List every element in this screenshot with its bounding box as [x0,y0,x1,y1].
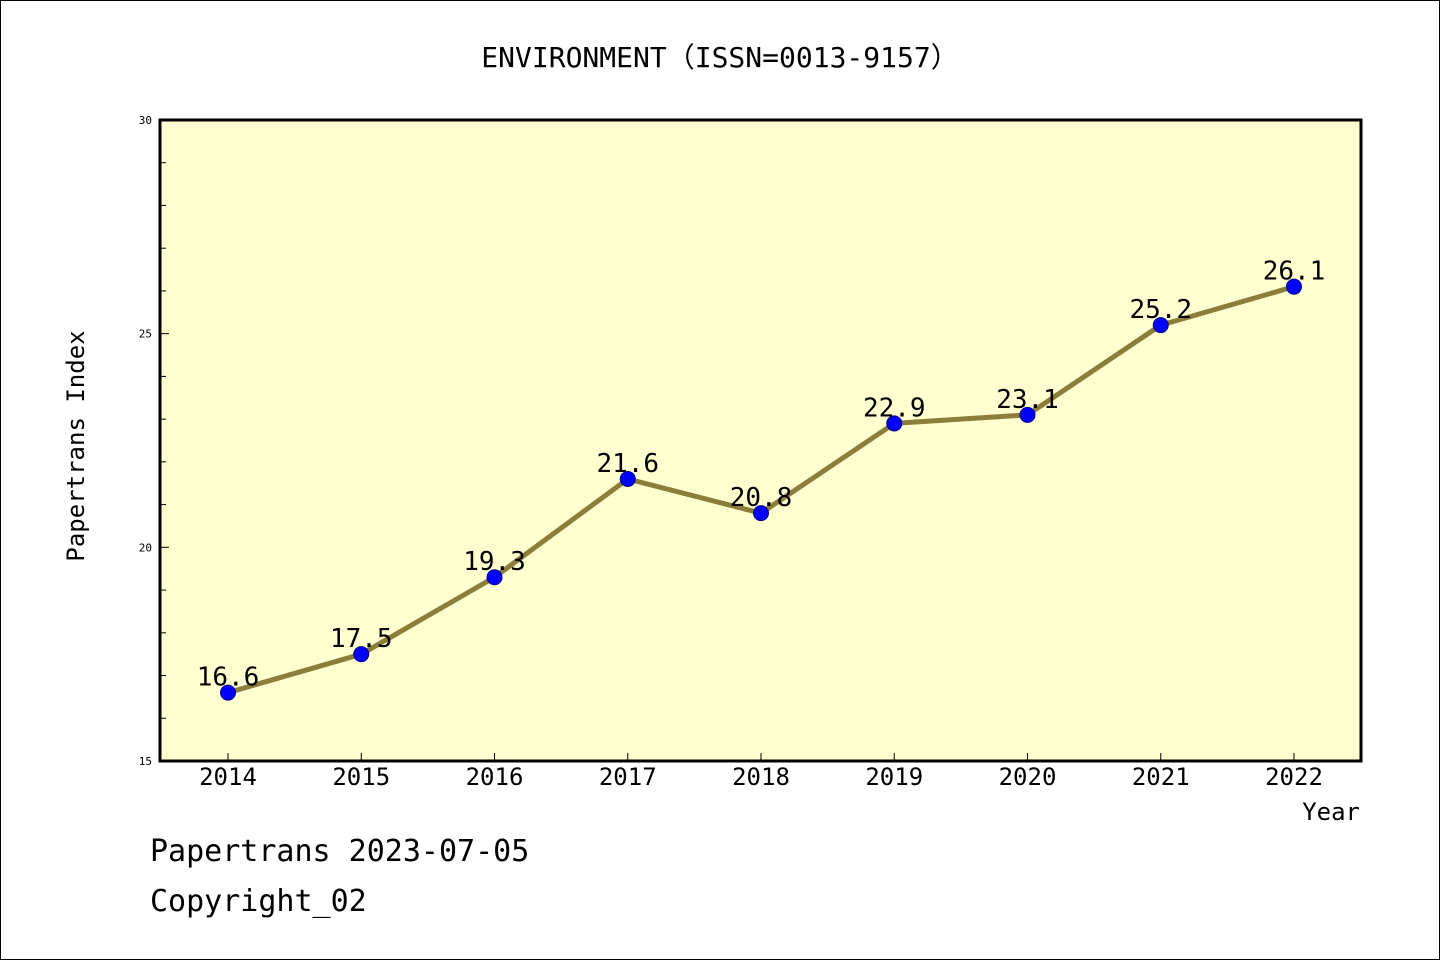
data-label: 16.6 [197,663,260,693]
x-axis: 2014 2015 2016 2017 2018 2019 2020 2021 2022 [199,753,1323,791]
x-tick-label: 2022 [1265,763,1323,791]
data-label: 25.2 [1129,295,1192,325]
data-point [1286,278,1302,295]
y-tick-label: 25 [139,328,152,341]
x-tick-label: 2018 [732,763,790,791]
x-tick-label: 2014 [199,763,257,791]
data-point [486,569,503,586]
data-point [220,684,236,701]
x-tick-label: 2021 [1132,763,1190,791]
data-label: 23.1 [996,385,1059,415]
plot-area [158,118,1363,763]
data-label: 19.3 [463,547,526,577]
data-label: 22.9 [863,393,926,423]
y-tick-label: 30 [139,114,152,127]
data-label: 26.1 [1263,257,1326,287]
y-axis: 15 20 25 30 [139,114,169,768]
chart-title: ENVIRONMENT（ISSN=0013-9157） [481,41,958,74]
data-label: 20.8 [730,483,793,513]
series-layer: 16.6 17.5 19.3 21.6 20.8 22.9 23.1 25.2 26.1 [197,257,1326,701]
x-tick-label: 2019 [865,763,923,791]
data-point [886,415,903,432]
data-point [619,470,636,487]
x-tick-label: 2016 [466,763,524,791]
x-tick-label: 2015 [332,763,390,791]
data-point [1019,406,1036,423]
data-label: 21.6 [596,449,659,479]
y-axis-label: Papertrans Index [62,330,90,561]
x-tick-label: 2017 [599,763,657,791]
data-point [353,646,370,663]
data-point [753,505,769,522]
footer-date: Papertrans 2023-07-05 [150,834,530,869]
y-tick-label: 20 [139,541,152,554]
data-point [1152,317,1169,334]
data-label: 17.5 [330,624,393,654]
x-axis-label: Year [1302,798,1360,826]
footer-copyright: Copyright_02 [150,884,367,919]
x-tick-label: 2020 [999,763,1057,791]
y-tick-label: 15 [139,755,152,768]
